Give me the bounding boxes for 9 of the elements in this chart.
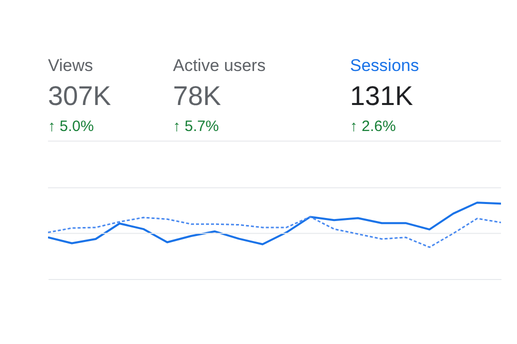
- text: Active users: [173, 56, 266, 75]
- text: Sessions: [350, 56, 419, 75]
- text: ↑ 5.0%: [48, 118, 94, 135]
- text: 307K: [48, 81, 112, 111]
- text: 131K: [350, 81, 414, 111]
- text: ↑ 5.7%: [173, 118, 219, 135]
- text: ↑ 2.6%: [350, 118, 396, 135]
- text: 78K: [173, 81, 222, 111]
- text: Views: [48, 56, 94, 75]
